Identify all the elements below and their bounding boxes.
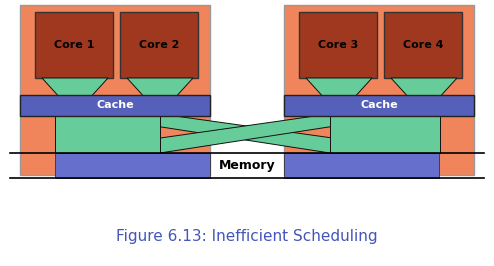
Polygon shape <box>42 78 108 100</box>
Polygon shape <box>55 116 400 153</box>
Text: Core 1: Core 1 <box>54 40 94 50</box>
FancyBboxPatch shape <box>120 12 198 78</box>
Text: Cache: Cache <box>360 100 398 110</box>
Polygon shape <box>55 116 160 153</box>
Polygon shape <box>330 116 440 153</box>
FancyBboxPatch shape <box>284 5 474 175</box>
Polygon shape <box>306 78 372 100</box>
Text: Memory: Memory <box>219 160 275 172</box>
FancyBboxPatch shape <box>384 12 462 78</box>
Text: Core 2: Core 2 <box>139 40 179 50</box>
Polygon shape <box>127 78 193 100</box>
FancyBboxPatch shape <box>299 12 377 78</box>
Text: Figure 6.13: Inefficient Scheduling: Figure 6.13: Inefficient Scheduling <box>116 228 378 243</box>
Text: Cache: Cache <box>96 100 134 110</box>
FancyBboxPatch shape <box>55 153 210 178</box>
FancyBboxPatch shape <box>284 95 474 116</box>
FancyBboxPatch shape <box>20 95 210 116</box>
FancyBboxPatch shape <box>20 5 210 175</box>
Polygon shape <box>391 78 457 100</box>
FancyBboxPatch shape <box>35 12 113 78</box>
Text: Core 4: Core 4 <box>403 40 443 50</box>
FancyBboxPatch shape <box>284 153 439 178</box>
Text: Core 3: Core 3 <box>318 40 358 50</box>
Polygon shape <box>90 116 440 153</box>
